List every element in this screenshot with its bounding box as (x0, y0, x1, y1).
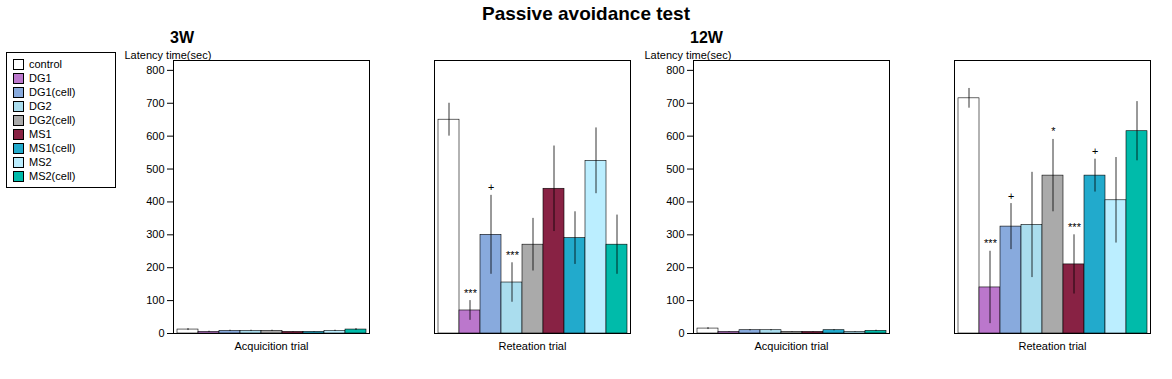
svg-text:700: 700 (666, 97, 684, 109)
svg-text:***: *** (506, 249, 520, 261)
html-text:12W: 12W (690, 29, 723, 46)
svg-text:Reteation trial: Reteation trial (1019, 340, 1087, 352)
svg-text:Latency time(sec): Latency time(sec) (645, 49, 732, 61)
svg-text:+: + (488, 181, 495, 193)
html-text:DG2: DG2 (29, 100, 52, 112)
svg-text:300: 300 (666, 228, 684, 240)
html-text:DG2(cell): DG2(cell) (29, 114, 76, 126)
svg-text:500: 500 (666, 163, 684, 175)
svg-text:Acquicition trial: Acquicition trial (755, 340, 829, 352)
html-text:MS2: MS2 (29, 156, 52, 168)
svg-text:***: *** (1068, 221, 1082, 233)
svg-text:100: 100 (146, 294, 164, 306)
svg-text:*: * (1051, 125, 1056, 137)
svg-text:400: 400 (666, 195, 684, 207)
svg-text:Acquicition trial: Acquicition trial (235, 340, 309, 352)
svg-text:+: + (1092, 145, 1099, 157)
svg-text:500: 500 (146, 163, 164, 175)
svg-text:Latency time(sec): Latency time(sec) (125, 49, 212, 61)
html-text:Passive avoidance test: Passive avoidance test (482, 3, 690, 24)
svg-text:600: 600 (146, 130, 164, 142)
html-text:DG1: DG1 (29, 72, 52, 84)
svg-text:0: 0 (678, 327, 684, 339)
html-text:control: control (29, 58, 62, 70)
svg-text:100: 100 (666, 294, 684, 306)
svg-text:300: 300 (146, 228, 164, 240)
svg-text:200: 200 (146, 261, 164, 273)
svg-text:600: 600 (666, 130, 684, 142)
svg-text:Reteation trial: Reteation trial (499, 340, 567, 352)
html-text:MS1(cell): MS1(cell) (29, 142, 76, 154)
html-text:MS2(cell): MS2(cell) (29, 170, 76, 182)
svg-text:+: + (1008, 190, 1015, 202)
html-text:DG1(cell): DG1(cell) (29, 86, 76, 98)
svg-text:***: *** (984, 237, 998, 249)
svg-text:200: 200 (666, 261, 684, 273)
svg-text:0: 0 (158, 327, 164, 339)
svg-text:***: *** (464, 287, 478, 299)
html-text:MS1: MS1 (29, 128, 52, 140)
svg-text:700: 700 (146, 97, 164, 109)
html-text:3W: 3W (170, 29, 194, 46)
svg-text:800: 800 (666, 64, 684, 76)
svg-text:800: 800 (146, 64, 164, 76)
svg-text:400: 400 (146, 195, 164, 207)
